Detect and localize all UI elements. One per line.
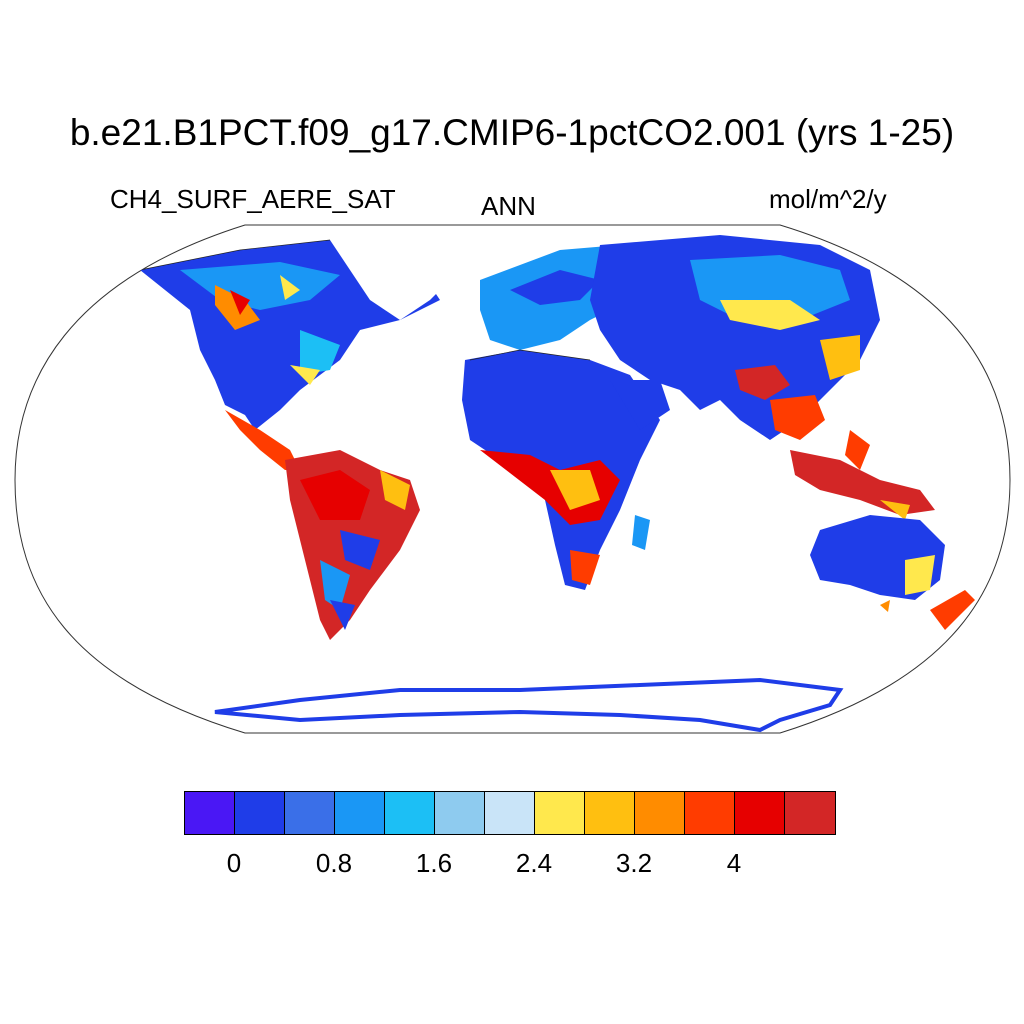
colorbar-tick-label: 0 bbox=[226, 848, 242, 878]
variable-label: CH4_SURF_AERE_SAT bbox=[110, 184, 396, 214]
colorbar-tick-label: 4 bbox=[726, 848, 742, 878]
colorbar-box bbox=[685, 792, 735, 834]
season-label: ANN bbox=[481, 191, 536, 221]
units-label: mol/m^2/y bbox=[769, 184, 887, 214]
colorbar bbox=[184, 791, 836, 835]
greenland-gap bbox=[330, 235, 470, 320]
antarctica bbox=[214, 677, 844, 733]
colorbar-box bbox=[735, 792, 785, 834]
colorbar-box bbox=[385, 792, 435, 834]
colorbar-tick-label: 1.6 bbox=[415, 848, 453, 878]
colorbar-box bbox=[435, 792, 485, 834]
central-america bbox=[225, 410, 300, 470]
colorbar-box bbox=[485, 792, 535, 834]
colorbar-box bbox=[535, 792, 585, 834]
colorbar-box bbox=[185, 792, 235, 834]
colorbar-box bbox=[335, 792, 385, 834]
se-asia-islands bbox=[790, 450, 935, 515]
new-zealand bbox=[930, 590, 975, 630]
colorbar-box bbox=[785, 792, 835, 834]
plot-title: b.e21.B1PCT.f09_g17.CMIP6-1pctCO2.001 (y… bbox=[69, 112, 955, 153]
colorbar-box bbox=[235, 792, 285, 834]
colorbar-tick-label: 2.4 bbox=[515, 848, 553, 878]
colorbar-box bbox=[285, 792, 335, 834]
world-map bbox=[14, 224, 1011, 734]
colorbar-tick-label: 0.8 bbox=[315, 848, 353, 878]
colorbar-box bbox=[585, 792, 635, 834]
colorbar-box bbox=[635, 792, 685, 834]
colorbar-tick-label: 3.2 bbox=[615, 848, 653, 878]
